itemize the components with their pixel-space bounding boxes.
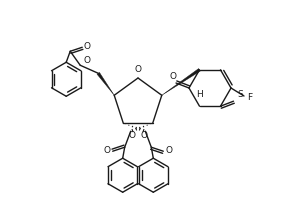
Polygon shape — [97, 72, 114, 95]
Text: O: O — [165, 146, 172, 155]
Text: O: O — [104, 146, 111, 155]
Text: F: F — [247, 92, 252, 101]
Text: O: O — [129, 131, 136, 140]
Text: O: O — [83, 42, 90, 51]
Text: O: O — [140, 131, 147, 140]
Text: O: O — [134, 65, 141, 74]
Text: O: O — [170, 72, 176, 81]
Polygon shape — [162, 68, 200, 95]
Text: H: H — [196, 90, 203, 99]
Text: O: O — [84, 56, 91, 65]
Text: S: S — [238, 90, 243, 99]
